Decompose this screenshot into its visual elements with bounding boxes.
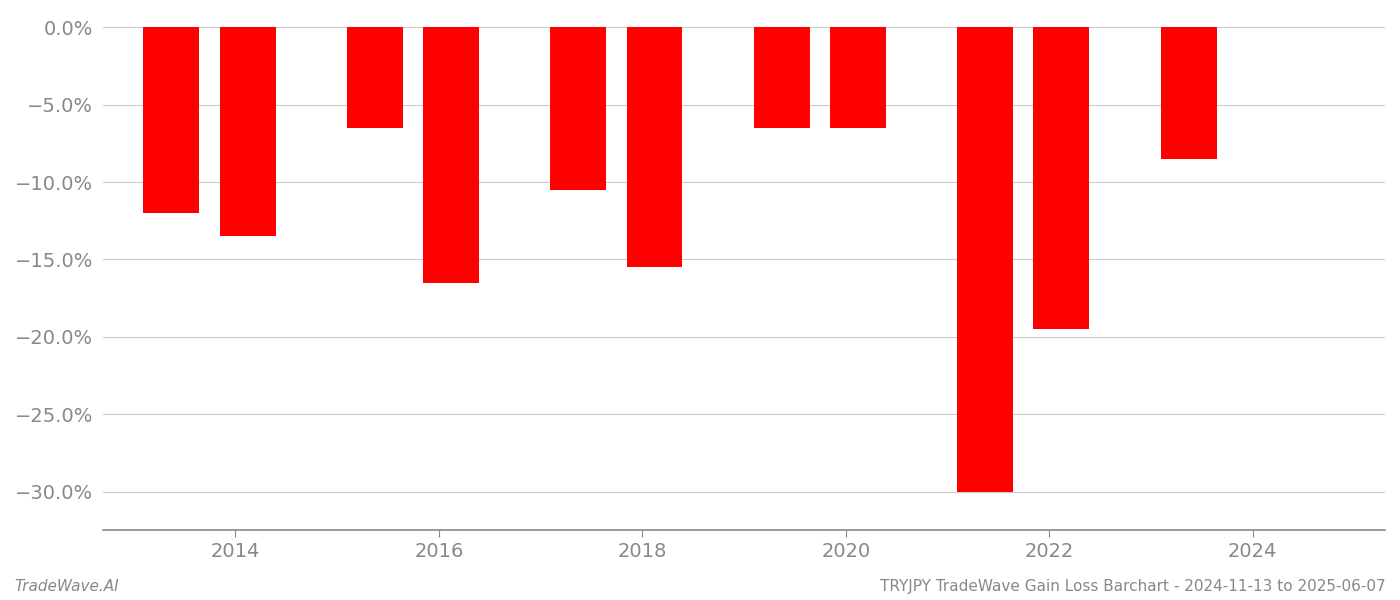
Bar	[143, 28, 199, 213]
Text: TradeWave.AI: TradeWave.AI	[14, 579, 119, 594]
Bar	[627, 28, 682, 267]
Bar	[1161, 28, 1217, 159]
Bar	[958, 28, 1014, 491]
Bar	[423, 28, 479, 283]
Bar	[1033, 28, 1089, 329]
Bar	[220, 28, 276, 236]
Text: TRYJPY TradeWave Gain Loss Barchart - 2024-11-13 to 2025-06-07: TRYJPY TradeWave Gain Loss Barchart - 20…	[881, 579, 1386, 594]
Bar	[550, 28, 606, 190]
Bar	[830, 28, 886, 128]
Bar	[347, 28, 403, 128]
Bar	[753, 28, 809, 128]
